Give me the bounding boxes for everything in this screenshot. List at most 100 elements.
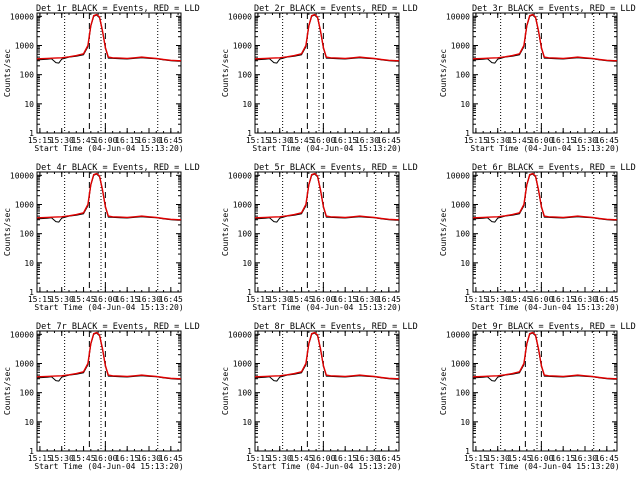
y-tick-label: 10000	[228, 330, 252, 339]
chart-panel-8: Det 8r BLACK = Events, RED = LLD 1 10 100 10…	[221, 322, 418, 471]
x-tick-label: 16:15	[551, 136, 575, 145]
x-tick-label: 15:15	[246, 136, 270, 145]
x-tick-label: 15:15	[28, 295, 52, 304]
x-tick-label: 16:00	[529, 295, 553, 304]
x-tick-label: 15:45	[289, 295, 313, 304]
x-tick-label: 16:30	[573, 454, 597, 463]
series-line-lld	[472, 331, 617, 380]
y-tick-label: 10	[460, 418, 470, 427]
x-axis-label: Start Time (04-Jun-04 15:13:20)	[34, 303, 183, 312]
x-tick-label: 16:00	[93, 136, 117, 145]
y-tick-label: 10000	[446, 330, 470, 339]
x-tick-label: 15:30	[268, 454, 292, 463]
x-tick-label: 16:00	[311, 295, 335, 304]
y-tick-label: 10000	[446, 12, 470, 21]
series-line-events	[254, 173, 399, 223]
chart-title: Det 9r BLACK = Events, RED = LLD	[472, 322, 636, 332]
x-tick-label: 16:00	[93, 295, 117, 304]
chart-panel-7: Det 7r BLACK = Events, RED = LLD 1 10 100 10…	[3, 322, 200, 471]
chart-title: Det 7r BLACK = Events, RED = LLD	[36, 322, 200, 332]
y-tick-label: 100	[456, 389, 471, 398]
series-line-events	[254, 14, 399, 64]
x-tick-label: 15:45	[71, 454, 95, 463]
chart-title: Det 3r BLACK = Events, RED = LLD	[472, 4, 636, 14]
x-tick-label: 16:45	[377, 295, 401, 304]
chart-panel-4: Det 4r BLACK = Events, RED = LLD 1 10 100 10…	[3, 163, 200, 312]
y-tick-label: 1	[29, 447, 34, 456]
chart-panel-6: Det 6r BLACK = Events, RED = LLD 1 10 100 10…	[439, 163, 636, 312]
x-tick-label: 16:30	[137, 454, 161, 463]
x-tick-label: 16:30	[355, 454, 379, 463]
y-tick-label: 100	[20, 230, 35, 239]
y-tick-label: 10	[460, 100, 470, 109]
x-axis-label: Start Time (04-Jun-04 15:13:20)	[34, 144, 183, 153]
y-tick-label: 1000	[451, 359, 470, 368]
chart-panel-9: Det 9r BLACK = Events, RED = LLD 1 10 100 10…	[439, 322, 636, 471]
plot-frame	[472, 330, 618, 452]
x-axis-label: Start Time (04-Jun-04 15:13:20)	[470, 303, 619, 312]
y-tick-label: 100	[238, 230, 253, 239]
x-tick-label: 16:15	[551, 454, 575, 463]
y-tick-label: 10	[24, 100, 34, 109]
x-tick-label: 16:45	[595, 295, 619, 304]
y-tick-label: 1	[247, 129, 252, 138]
series-line-lld	[254, 13, 399, 62]
y-axis-label: Counts/sec	[221, 208, 230, 256]
y-tick-label: 10000	[446, 171, 470, 180]
y-tick-label: 1	[465, 447, 470, 456]
plot-frame	[254, 330, 400, 452]
x-axis-label: Start Time (04-Jun-04 15:13:20)	[252, 144, 401, 153]
y-tick-label: 10	[242, 259, 252, 268]
y-tick-label: 100	[20, 71, 35, 80]
x-tick-label: 16:00	[529, 454, 553, 463]
y-tick-label: 1000	[233, 200, 252, 209]
plot-frame	[472, 171, 618, 293]
chart-panel-3: Det 3r BLACK = Events, RED = LLD 1 10 100 10…	[439, 4, 636, 153]
plot-frame	[254, 12, 400, 134]
y-tick-label: 10000	[10, 12, 34, 21]
series-line-events	[472, 332, 617, 382]
y-tick-label: 100	[456, 230, 471, 239]
y-tick-label: 10	[24, 418, 34, 427]
y-tick-label: 100	[238, 71, 253, 80]
chart-title: Det 1r BLACK = Events, RED = LLD	[36, 4, 200, 14]
x-tick-label: 15:30	[486, 295, 510, 304]
x-tick-label: 15:30	[268, 136, 292, 145]
chart-title: Det 8r BLACK = Events, RED = LLD	[254, 322, 418, 332]
y-tick-label: 1	[29, 129, 34, 138]
x-tick-label: 15:30	[50, 454, 74, 463]
series-line-lld	[254, 172, 399, 221]
x-axis-label: Start Time (04-Jun-04 15:13:20)	[470, 462, 619, 471]
x-tick-label: 16:30	[573, 295, 597, 304]
y-tick-label: 10	[242, 418, 252, 427]
x-tick-label: 16:15	[115, 454, 139, 463]
x-tick-label: 15:45	[71, 136, 95, 145]
x-tick-label: 15:15	[28, 136, 52, 145]
x-tick-label: 16:15	[333, 295, 357, 304]
series-line-events	[36, 173, 181, 223]
y-tick-label: 1000	[15, 200, 34, 209]
x-tick-label: 16:15	[333, 136, 357, 145]
plot-frame	[36, 330, 182, 452]
x-tick-label: 16:15	[115, 295, 139, 304]
x-tick-label: 15:30	[486, 454, 510, 463]
y-axis-label: Counts/sec	[221, 49, 230, 97]
chart-title: Det 2r BLACK = Events, RED = LLD	[254, 4, 418, 14]
x-tick-label: 15:15	[246, 454, 270, 463]
y-tick-label: 10000	[10, 171, 34, 180]
y-axis-label: Counts/sec	[221, 367, 230, 415]
x-tick-label: 15:30	[486, 136, 510, 145]
y-tick-label: 10	[24, 259, 34, 268]
x-tick-label: 15:45	[507, 136, 531, 145]
series-line-events	[472, 14, 617, 64]
x-tick-label: 16:45	[377, 136, 401, 145]
series-line-lld	[472, 172, 617, 221]
x-tick-label: 16:45	[377, 454, 401, 463]
x-tick-label: 16:45	[159, 136, 183, 145]
x-tick-label: 15:15	[246, 295, 270, 304]
x-tick-label: 15:15	[28, 454, 52, 463]
y-tick-label: 1	[465, 129, 470, 138]
x-axis-label: Start Time (04-Jun-04 15:13:20)	[470, 144, 619, 153]
series-line-events	[36, 332, 181, 382]
